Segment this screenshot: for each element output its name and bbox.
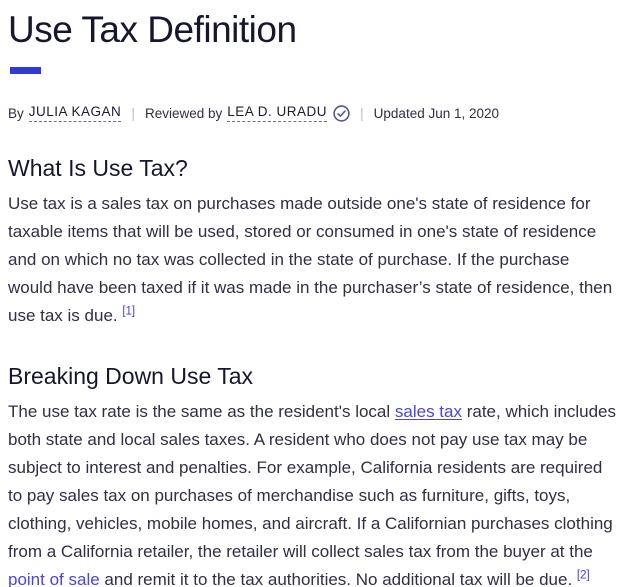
paragraph-text: rate, which includes both state and loca… <box>8 402 617 561</box>
check-circle-icon[interactable] <box>333 104 350 122</box>
paragraph-breaking-down-use-tax: The use tax rate is the same as the resi… <box>8 398 618 587</box>
reviewed-by-label: Reviewed by <box>144 105 223 121</box>
section-heading-what-is-use-tax: What Is Use Tax? <box>8 155 188 181</box>
byline: By JULIA KAGAN | Reviewed by LEA D. URAD… <box>8 104 618 122</box>
byline-separator: | <box>131 105 135 121</box>
section-heading-breaking-down-use-tax: Breaking Down Use Tax <box>8 363 254 389</box>
paragraph-text: The use tax rate is the same as the resi… <box>8 402 395 421</box>
byline-separator: | <box>360 105 364 121</box>
page-title: Use Tax Definition <box>8 9 297 50</box>
by-label: By <box>8 105 24 121</box>
title-accent-bar <box>10 67 41 74</box>
paragraph-text: Use tax is a sales tax on purchases made… <box>8 194 613 325</box>
point-of-sale-link[interactable]: point of sale <box>8 570 100 587</box>
author-link[interactable]: JULIA KAGAN <box>28 104 122 122</box>
sales-tax-link[interactable]: sales tax <box>394 402 462 421</box>
updated-date: Updated Jun 1, 2020 <box>373 105 500 121</box>
paragraph-what-is-use-tax: Use tax is a sales tax on purchases made… <box>8 190 618 330</box>
paragraph-text: and remit it to the tax authorities. No … <box>99 570 577 587</box>
citation-link-2[interactable]: [2] <box>576 569 590 582</box>
reviewer-link[interactable]: LEA D. URADU <box>227 104 328 122</box>
citation-link-1[interactable]: [1] <box>122 305 136 318</box>
